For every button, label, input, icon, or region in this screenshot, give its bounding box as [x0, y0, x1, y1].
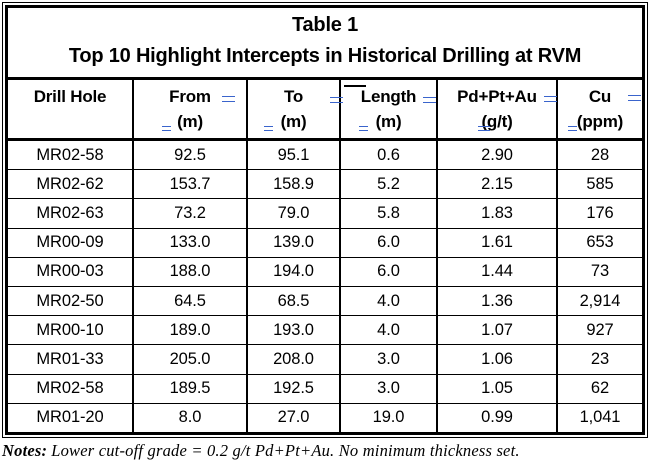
table-row: MR00-09 133.0 139.0 6.0 1.61 653 — [8, 228, 642, 258]
revision-equals-mark-icon — [222, 96, 235, 102]
table-cell: 1.61 — [438, 228, 558, 257]
table-cell: 1.44 — [438, 257, 558, 287]
table-cell: 92.5 — [134, 141, 248, 170]
table-row: MR02-58 92.5 95.1 0.6 2.90 28 — [8, 141, 642, 171]
table-cell: 3.0 — [341, 345, 438, 374]
revision-underline-mark-icon — [568, 126, 577, 131]
table-cell: 205.0 — [134, 345, 248, 374]
table-row: MR02-58 189.5 192.5 3.0 1.05 62 — [8, 374, 642, 404]
table-cell: 68.5 — [248, 287, 341, 316]
table-row: MR01-20 8.0 27.0 19.0 0.99 1,041 — [8, 403, 642, 433]
revision-equals-mark-icon — [628, 95, 641, 101]
table-cell: 139.0 — [248, 228, 341, 257]
table-cell: 189.5 — [134, 374, 248, 403]
revision-underline-mark-icon — [359, 126, 368, 131]
table-cell: 176 — [586, 204, 614, 222]
column-header-from: From (m) — [134, 80, 248, 138]
notes-label: Notes: — [2, 441, 48, 460]
table-cell: 2,914 — [579, 291, 621, 310]
table-cell: 73.2 — [134, 199, 248, 228]
table-cell: MR02-62 — [8, 170, 134, 199]
table-cell: MR00-09 — [8, 228, 134, 257]
table-cell: 1.07 — [438, 316, 558, 345]
table-title-line1: Table 1 — [291, 14, 359, 36]
table-cell: 8.0 — [134, 403, 248, 433]
table-cell: 153.7 — [134, 170, 248, 199]
table-cell: 95.1 — [248, 141, 341, 170]
table-cell: MR02-63 — [8, 199, 134, 228]
table-body: MR02-58 92.5 95.1 0.6 2.90 28 MR02-62 15… — [8, 141, 642, 433]
table-cell: 6.0 — [341, 228, 438, 257]
table-cell: 653 — [586, 233, 614, 252]
table-cell: 158.9 — [248, 170, 341, 199]
table-title-line2: Top 10 Highlight Intercepts in Historica… — [68, 45, 582, 67]
notes-text: Lower cut-off grade = 0.2 g/t Pd+Pt+Au. … — [51, 441, 520, 460]
table-cell: 189.0 — [134, 316, 248, 345]
table-cell: 0.99 — [438, 403, 558, 433]
revision-equals-mark-icon — [423, 97, 436, 103]
table-cell: 28 — [590, 145, 610, 164]
table-cell: 1,041 — [579, 408, 621, 427]
table-notes: Notes: Lower cut-off grade = 0.2 g/t Pd+P… — [2, 441, 650, 461]
table-cell: 193.0 — [248, 316, 341, 345]
column-header-to: To (m) — [248, 80, 341, 138]
table-title: Table 1 Top 10 Highlight Intercepts in H… — [8, 8, 642, 80]
column-header-pd-pt-au: Pd+Pt+Au (g/t) — [438, 80, 558, 138]
table-cell: 4.0 — [341, 316, 438, 345]
table-row: MR00-03 188.0 194.0 6.0 1.44 73 — [8, 257, 642, 288]
table-cell: 927 — [586, 320, 614, 339]
revision-underline-mark-icon — [478, 126, 490, 131]
table-row: MR02-62 153.7 158.9 5.2 2.15 585 — [8, 170, 642, 200]
table-cell: 1.05 — [438, 374, 558, 403]
table-cell: 62 — [590, 379, 610, 398]
table-cell: 4.0 — [341, 287, 438, 316]
table-cell: MR01-33 — [8, 345, 134, 374]
column-header-drill-hole: Drill Hole — [8, 80, 134, 138]
table-cell: 1.06 — [438, 345, 558, 374]
table-cell: 585 — [586, 174, 614, 193]
table-row: MR02-50 64.5 68.5 4.0 1.36 2,914 — [8, 287, 642, 317]
table-cell: 194.0 — [248, 257, 341, 287]
table-cell: MR02-50 — [8, 287, 134, 316]
table-row: MR01-33 205.0 208.0 3.0 1.06 23 — [8, 345, 642, 375]
table-cell: 5.2 — [341, 170, 438, 199]
table-cell: 192.5 — [248, 374, 341, 403]
table-cell: 0.6 — [341, 141, 438, 170]
column-header-length: Length (m) — [341, 80, 438, 138]
table-cell: MR00-10 — [8, 316, 134, 345]
data-table-frame: Table 1 Top 10 Highlight Intercepts in H… — [2, 2, 648, 438]
data-table: Table 1 Top 10 Highlight Intercepts in H… — [5, 5, 645, 435]
table-cell: 19.0 — [341, 403, 438, 433]
stray-overline-artifact — [344, 85, 366, 87]
table-cell: 1.36 — [438, 287, 558, 316]
table-cell: MR00-03 — [8, 257, 134, 287]
table-cell: 2.15 — [438, 170, 558, 199]
revision-equals-mark-icon — [544, 96, 557, 102]
column-header-cu: Cu (ppm) — [576, 87, 624, 131]
table-cell: 6.0 — [341, 257, 438, 287]
table-cell: 133.0 — [134, 228, 248, 257]
revision-equals-mark-icon — [330, 97, 343, 103]
table-cell: 23 — [590, 350, 610, 369]
table-cell: 27.0 — [248, 403, 341, 433]
revision-underline-mark-icon — [162, 126, 171, 131]
table-header-row: Drill Hole From (m) To (m) Length (m) Pd… — [8, 80, 642, 141]
table-cell: 2.90 — [438, 141, 558, 170]
table-cell: MR02-58 — [8, 141, 134, 170]
revision-underline-mark-icon — [264, 126, 273, 131]
table-cell: 64.5 — [134, 287, 248, 316]
table-cell: 3.0 — [341, 374, 438, 403]
table-cell: MR02-58 — [8, 374, 134, 403]
table-row: MR02-63 73.2 79.0 5.8 1.83 176 — [8, 199, 642, 229]
table-cell: 208.0 — [248, 345, 341, 374]
table-cell: 1.83 — [438, 199, 558, 228]
table-cell: 188.0 — [134, 257, 248, 287]
table-row: MR00-10 189.0 193.0 4.0 1.07 927 — [8, 316, 642, 346]
table-cell: 5.8 — [341, 199, 438, 228]
table-cell: MR01-20 — [8, 403, 134, 433]
table-cell: 73 — [590, 262, 610, 281]
table-cell: 79.0 — [248, 199, 341, 228]
